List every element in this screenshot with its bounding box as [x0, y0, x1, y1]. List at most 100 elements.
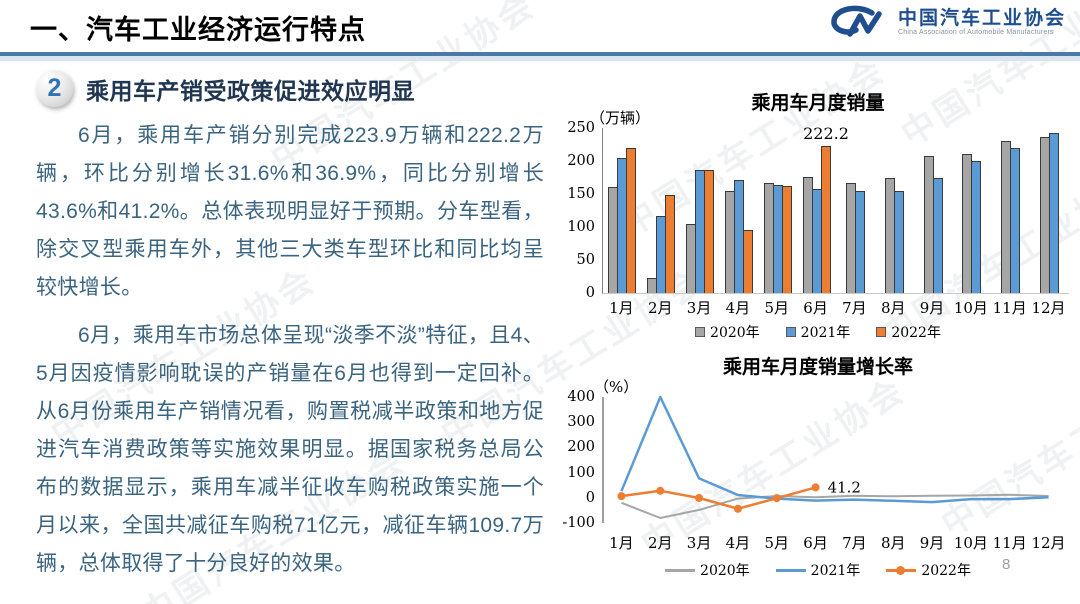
line-series-2021年	[620, 395, 1049, 504]
legend-label: 2022年	[891, 325, 941, 341]
bar-ytick-0: 0	[585, 285, 595, 301]
bar-ytick-200: 200	[567, 153, 595, 169]
bar-2021年-9月	[932, 177, 943, 293]
line-xtick-12月: 12月	[1031, 534, 1066, 552]
bar-xtick-9月: 9月	[919, 299, 945, 317]
bar-2022年-1月	[626, 148, 637, 293]
marker-2022年-6月	[811, 483, 820, 492]
bar-group-6月	[797, 128, 836, 293]
legend-item-2021年: 2021年	[785, 322, 851, 342]
growth-rate-line-chart: 乘用车月度销量增长率 （%） 400 300 200 100 0 -100 41.2 1月…	[562, 352, 1074, 592]
line-chart-plot: 41.2	[602, 395, 1049, 523]
bar-xtick-10月: 10月	[953, 299, 988, 317]
bar-xtick-2月: 2月	[647, 299, 673, 317]
legend-label: 2022年	[921, 563, 971, 579]
legend-swatch	[785, 327, 796, 337]
legend-marker-dot	[896, 565, 906, 575]
bar-group-2月	[642, 128, 681, 293]
caam-logo-name-cn: 中国汽车工业协会	[897, 8, 1066, 29]
legend-label: 2020年	[700, 563, 750, 579]
bar-chart-title: 乘用车月度销量	[751, 93, 885, 114]
page-number: 8	[1002, 556, 1011, 573]
bar-chart-plot: 222.2	[602, 124, 1069, 294]
bar-2022年-2月	[665, 194, 676, 293]
body-paragraph-1: 6月，乘用车产销分别完成223.9万辆和222.2万辆，环比分别增长31.6%和…	[36, 124, 544, 299]
line-xtick-8月: 8月	[880, 534, 906, 552]
line-xtick-10月: 10月	[953, 534, 988, 552]
line-xtick-9月: 9月	[919, 534, 945, 552]
page-title: 一、汽车工业经济运行特点	[30, 15, 366, 45]
bar-2021年-10月	[971, 161, 982, 293]
bar-group-11月	[991, 128, 1030, 293]
bar-chart-unit-label: （万辆）	[590, 109, 651, 127]
line-xtick-7月: 7月	[842, 534, 867, 552]
line-annotation: 41.2	[828, 478, 861, 496]
bar-2022年-5月	[781, 186, 792, 293]
caam-logo-text: 中国汽车工业协会 China Association of Automobile…	[898, 8, 1066, 36]
bar-xtick-4月: 4月	[725, 299, 751, 317]
bar-group-9月	[914, 128, 953, 293]
line-chart-unit-label: （%）	[594, 378, 639, 396]
bar-2021年-8月	[893, 190, 904, 293]
line-xtick-3月: 3月	[686, 534, 712, 552]
line-ytick-300: 300	[567, 414, 595, 431]
bar-xtick-6月: 6月	[803, 299, 828, 317]
section-number-badge: 2	[36, 70, 73, 107]
body-paragraph-2: 6月，乘用车市场总体呈现“淡季不淡”特征，且4、5月因疫情影响耽误的产销量在6月…	[36, 324, 544, 575]
line-xtick-1月: 1月	[609, 534, 634, 552]
legend-item-2020年: 2020年	[665, 560, 750, 580]
bar-2022年-4月	[742, 229, 753, 293]
bar-chart-legend: 2020年 2021年 2022年	[562, 322, 1074, 342]
bar-group-10月	[952, 128, 991, 293]
bar-group-5月	[758, 128, 797, 293]
bar-xtick-5月: 5月	[764, 299, 789, 317]
marker-2022年-2月	[656, 486, 665, 495]
legend-item-2022年: 2022年	[876, 322, 941, 342]
legend-swatch	[886, 565, 917, 575]
legend-label: 2021年	[810, 563, 861, 579]
bar-group-8月	[875, 128, 914, 293]
bar-2021年-7月	[854, 190, 865, 293]
bar-group-7月	[836, 128, 875, 293]
bar-xtick-11月: 11月	[992, 299, 1027, 317]
section-heading: 2 乘用车产销受政策促进效应明显	[36, 70, 544, 107]
bar-xtick-1月: 1月	[609, 299, 634, 317]
legend-label: 2020年	[710, 325, 760, 341]
bar-ytick-100: 100	[567, 219, 595, 235]
monthly-sales-bar-chart: 乘用车月度销量 （万辆） 0 50 100 150 200 250 222.2 1月 2月 3…	[562, 88, 1074, 350]
section-title: 乘用车产销受政策促进效应明显	[86, 77, 415, 104]
legend-item-2021年: 2021年	[775, 560, 861, 580]
chart-column: 乘用车月度销量 （万辆） 0 50 100 150 200 250 222.2 1月 2月 3…	[562, 88, 1074, 592]
legend-item-2020年: 2020年	[695, 322, 760, 342]
line-chart-legend: 2020年 2021年 2022年	[562, 560, 1074, 580]
text-column: 2 乘用车产销受政策促进效应明显 6月，乘用车产销分别完成223.9万辆和222…	[36, 70, 544, 583]
bar-annotation: 222.2	[803, 124, 849, 143]
bar-xtick-8月: 8月	[880, 299, 906, 317]
line-xtick-6月: 6月	[803, 534, 828, 552]
line-xtick-5月: 5月	[764, 534, 789, 552]
legend-swatch	[775, 568, 806, 572]
bar-2021年-12月	[1049, 133, 1060, 293]
line-ytick-200: 200	[567, 439, 595, 456]
header: 一、汽车工业经济运行特点 中国汽车工业协会 China Association …	[0, 0, 1080, 56]
marker-2022年-5月	[772, 494, 781, 503]
line-series-2022年	[621, 486, 816, 510]
marker-2022年-1月	[617, 492, 626, 501]
bar-2022年-3月	[704, 170, 715, 293]
bar-2021年-11月	[1010, 148, 1021, 293]
bar-group-3月	[681, 128, 720, 293]
bar-group-4月	[719, 128, 758, 293]
line-xtick-4月: 4月	[725, 534, 751, 552]
line-chart-y-axis: 400 300 200 100 0 -100	[562, 389, 600, 531]
caam-logo-icon	[831, 5, 882, 37]
legend-swatch	[876, 327, 887, 337]
line-chart-title: 乘用车月度销量增长率	[722, 357, 913, 378]
bar-ytick-150: 150	[567, 186, 595, 202]
bar-ytick-250: 250	[567, 120, 595, 136]
line-xtick-11月: 11月	[992, 534, 1027, 552]
line-ytick-100: 100	[567, 464, 595, 481]
marker-2022年-3月	[695, 493, 704, 502]
bar-xtick-7月: 7月	[842, 299, 867, 317]
legend-label: 2021年	[800, 325, 851, 341]
